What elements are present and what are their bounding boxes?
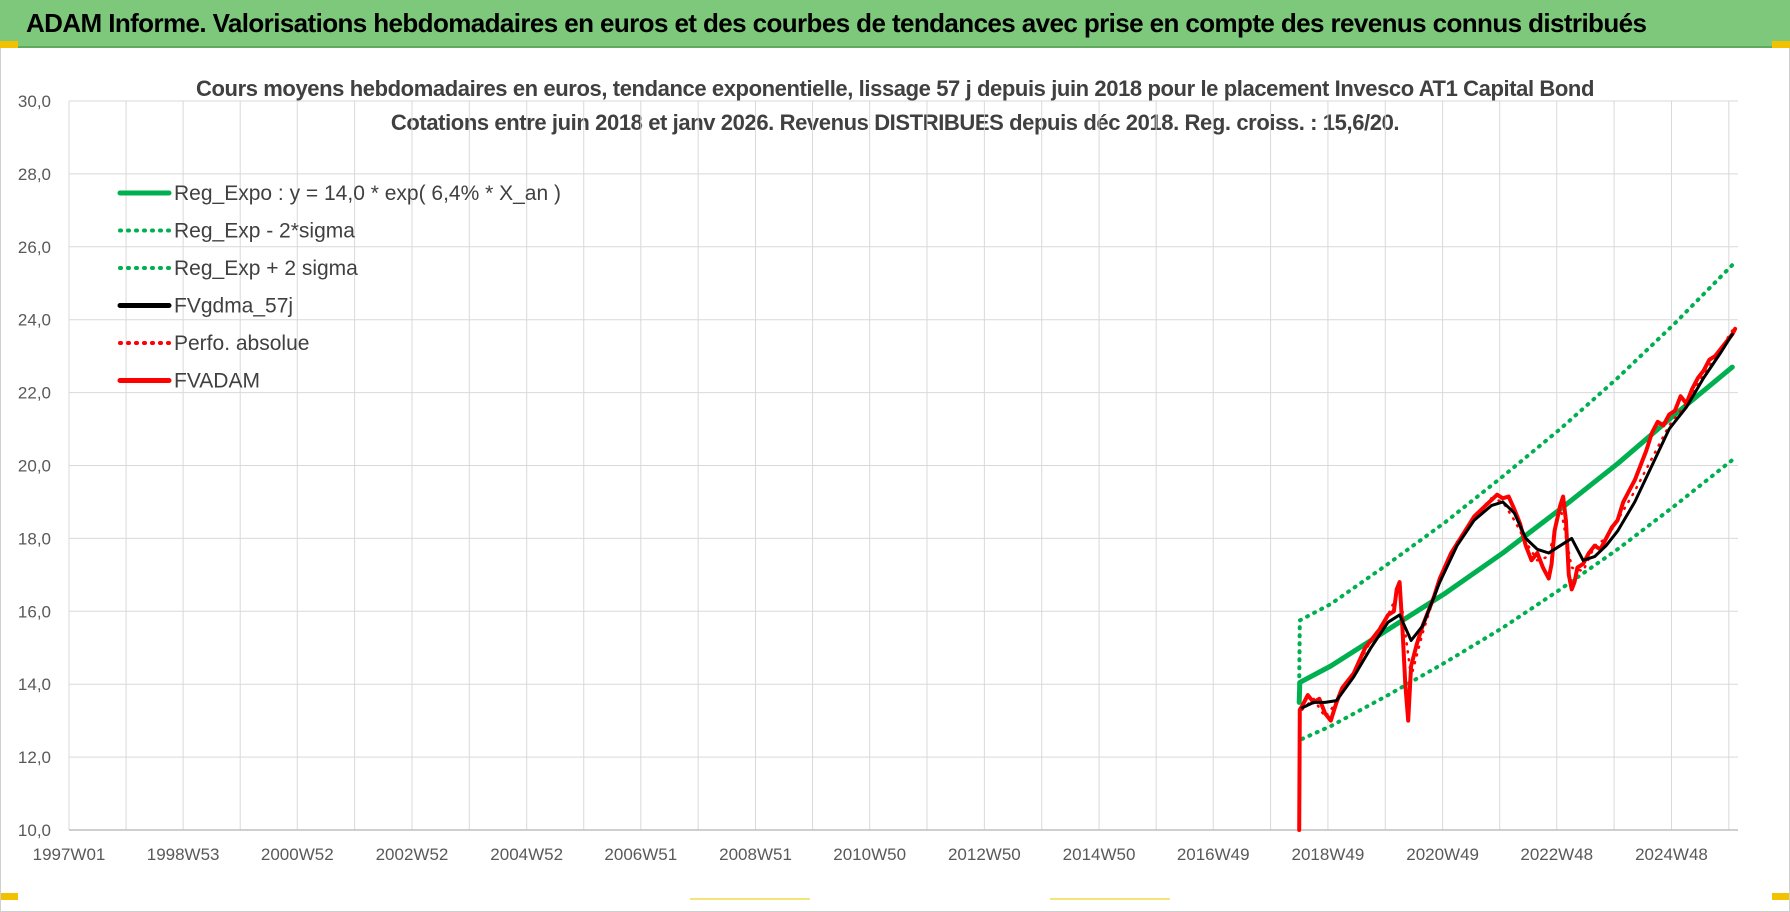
x-tick-label: 2000W52 [261,845,334,864]
corner-marker [0,41,18,48]
x-tick-label: 2004W52 [490,845,563,864]
y-tick-label: 26,0 [18,238,51,257]
legend-label: FVADAM [174,370,260,393]
x-tick-label: 2020W49 [1406,845,1479,864]
chart-legend: Reg_Expo : y = 14,0 * exp( 6,4% * X_an )… [117,182,561,393]
series-line [1300,329,1734,719]
x-tick-label: 1998W53 [147,845,220,864]
report-banner: ADAM Informe. Valorisations hebdomadaire… [0,0,1790,48]
chart-series [1296,263,1738,832]
series-line [1300,332,1734,710]
series-line [1297,326,1738,832]
legend-label: Reg_Exp + 2 sigma [174,257,358,280]
x-tick-label: 2008W51 [719,845,792,864]
footer-mark [1050,898,1170,900]
legend-label: Perfo. absolue [174,332,309,355]
y-tick-label: 18,0 [18,529,51,548]
y-tick-label: 16,0 [18,602,51,621]
x-tick-label: 2012W50 [948,845,1021,864]
legend-label: Reg_Exp - 2*sigma [174,220,355,243]
y-tick-label: 10,0 [18,821,51,840]
y-tick-label: 24,0 [18,311,51,330]
x-tick-label: 2010W50 [833,845,906,864]
corner-marker [1772,893,1790,900]
y-tick-label: 22,0 [18,384,51,403]
x-tick-label: 2022W48 [1520,845,1593,864]
chart-grid [68,100,1738,831]
y-tick-label: 12,0 [18,748,51,767]
x-tick-label: 2016W49 [1177,845,1250,864]
legend-label: Reg_Expo : y = 14,0 * exp( 6,4% * X_an ) [174,182,561,205]
x-tick-label: 2006W51 [604,845,677,864]
series-line [1297,263,1735,687]
y-tick-label: 30,0 [18,92,51,111]
x-tick-label: 2002W52 [376,845,449,864]
x-tick-label: 2024W48 [1635,845,1708,864]
y-tick-label: 28,0 [18,165,51,184]
x-tick-label: 2014W50 [1063,845,1136,864]
legend-label: FVgdma_57j [174,295,293,318]
corner-marker [0,893,18,900]
x-tick-label: 1997W01 [33,845,106,864]
chart-subtitle: Cotations entre juin 2018 et janv 2026. … [390,110,1400,135]
x-tick-label: 2018W49 [1292,845,1365,864]
corner-marker [1772,41,1790,48]
y-tick-label: 20,0 [18,457,51,476]
footer-mark [690,898,810,900]
chart-axes: 10,0 12,0 14,0 16,0 18,0 20,0 22,0 24,0 26,0 28,0… [18,92,1708,864]
series-line [1300,458,1735,741]
series-line [1296,364,1735,705]
chart-title: Cours moyens hebdomadaires en euros, ten… [196,76,1594,101]
y-tick-label: 14,0 [18,675,51,694]
report-title: ADAM Informe. Valorisations hebdomadaire… [26,8,1647,38]
